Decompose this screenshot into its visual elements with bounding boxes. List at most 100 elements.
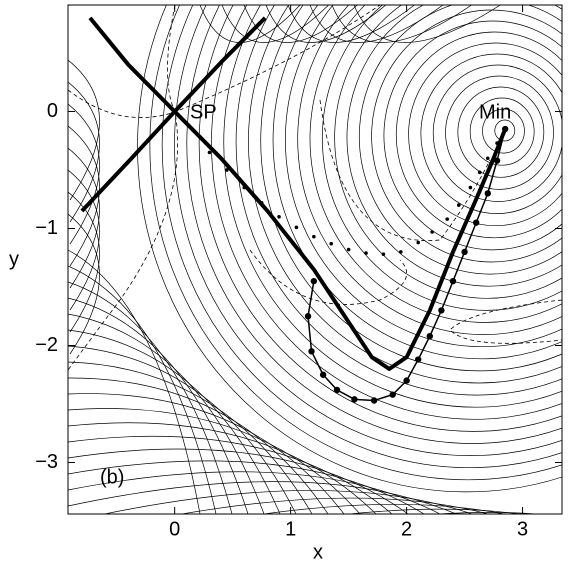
contour: [261, 503, 505, 514]
point: [426, 332, 434, 340]
contour: [309, 5, 444, 43]
contour: [469, 97, 535, 166]
contour: [68, 265, 217, 514]
contour: [408, 42, 562, 227]
contour: [68, 191, 100, 333]
contour: [174, 5, 562, 456]
contour: [383, 20, 562, 251]
contour: [248, 5, 562, 384]
point: [415, 356, 422, 363]
contour: [68, 329, 281, 514]
annotation: (b): [100, 466, 124, 488]
point: [495, 141, 499, 145]
point: [468, 185, 473, 190]
x-tick-label: 3: [517, 518, 528, 540]
y-axis-label: y: [9, 248, 19, 270]
point: [493, 157, 501, 164]
contour: [432, 64, 562, 202]
contour: [68, 435, 393, 514]
point: [329, 241, 334, 246]
contour: [433, 512, 537, 514]
contour: [103, 490, 473, 514]
point: [484, 190, 491, 197]
x-axis-label: x: [313, 541, 323, 563]
contour: [457, 86, 545, 178]
contour: [68, 393, 345, 514]
contour: [68, 361, 313, 514]
contour: [371, 9, 562, 263]
contour: [68, 422, 377, 514]
point: [416, 240, 421, 245]
point: [501, 125, 509, 133]
point: [225, 168, 229, 172]
y-tick-label: 0: [47, 100, 58, 122]
contour: [149, 5, 562, 481]
y-tick-label: −1: [35, 217, 58, 239]
point: [477, 170, 482, 175]
plot-frame: [67, 4, 563, 515]
contour: [322, 5, 562, 311]
contour: [494, 119, 516, 142]
contour: [358, 5, 562, 275]
contour: [395, 31, 562, 239]
contour: [68, 345, 297, 514]
point: [310, 277, 318, 285]
contour: [334, 5, 562, 299]
contour: [68, 169, 100, 311]
point: [381, 252, 386, 257]
point: [370, 397, 378, 404]
contour: [68, 59, 100, 201]
point: [333, 386, 341, 394]
contour: [68, 125, 100, 267]
point: [346, 247, 351, 252]
contour: [309, 5, 562, 323]
x-tick-label: 1: [285, 518, 296, 540]
point: [430, 230, 434, 234]
contour: [68, 471, 441, 514]
contour: [353, 5, 501, 43]
dash: [68, 5, 381, 118]
contour: [346, 5, 562, 287]
contour: [420, 53, 562, 214]
contour: [445, 75, 554, 190]
point: [364, 251, 368, 255]
point: [319, 371, 327, 378]
point: [438, 307, 445, 314]
contour: [180, 497, 489, 514]
point: [242, 185, 247, 190]
point: [351, 396, 358, 403]
point: [445, 217, 449, 221]
contour: [137, 5, 562, 493]
x-tick-label: 0: [169, 518, 180, 540]
point: [461, 248, 468, 256]
curve: [88, 16, 508, 371]
dash: [319, 99, 491, 242]
contour: [265, 5, 387, 43]
contour: [260, 5, 562, 372]
point: [403, 377, 410, 384]
point: [485, 156, 490, 161]
contour: [161, 5, 562, 468]
contour: [68, 213, 100, 355]
contour: [272, 5, 562, 360]
contour: [186, 5, 562, 444]
contour: [68, 377, 329, 514]
contour: [221, 5, 329, 43]
contour: [68, 408, 361, 514]
contour-lines: [68, 5, 562, 514]
contour: [68, 313, 265, 514]
contour: [346, 508, 521, 514]
annotation: Min: [479, 101, 511, 123]
point: [207, 150, 212, 155]
contour: [243, 5, 358, 43]
point: [449, 277, 457, 285]
dash: [249, 249, 407, 305]
contour: [482, 108, 525, 154]
curve: [307, 128, 506, 402]
plot-area: [80, 16, 509, 404]
point: [312, 234, 316, 239]
dash: [449, 299, 562, 344]
contour: [223, 5, 562, 408]
x-tick-label: 2: [401, 518, 412, 540]
contour: [68, 81, 100, 223]
